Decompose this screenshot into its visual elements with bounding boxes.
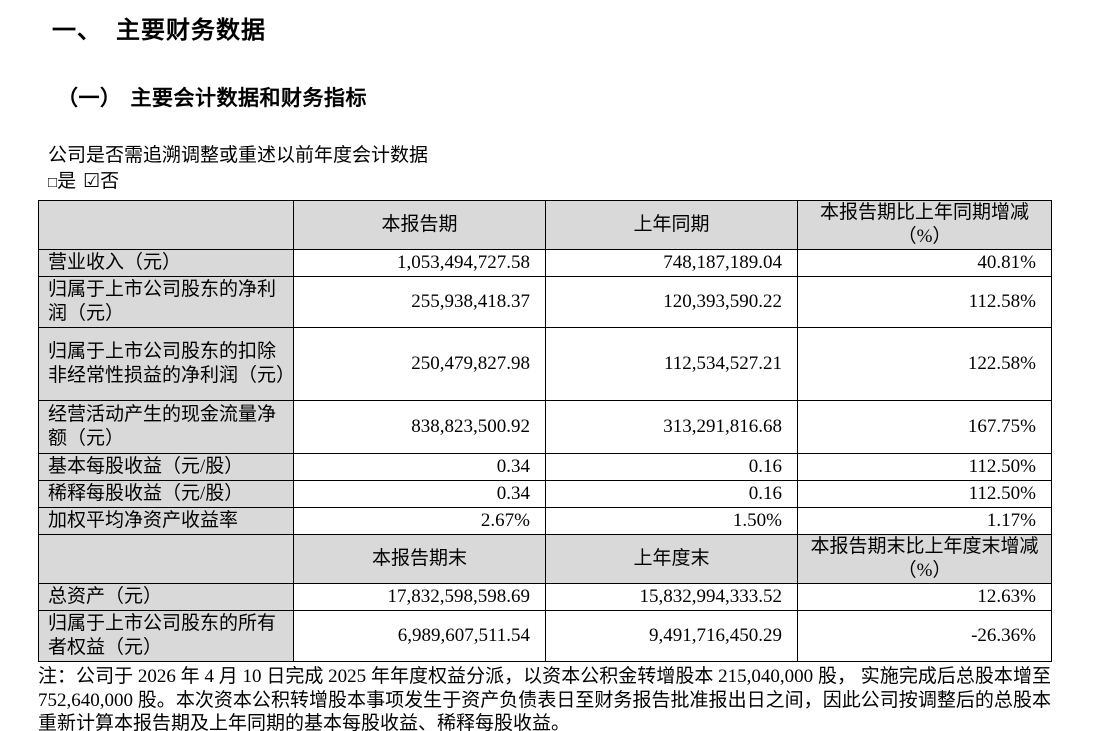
table-row-operating-cash-flow: 经营活动产生的现金流量净额（元） 838,823,500.92 313,291,… xyxy=(38,400,1052,454)
value-prior-period: 9,491,716,450.29 xyxy=(545,610,798,662)
value-current-period: 255,938,418.37 xyxy=(293,276,546,328)
checkbox-row: □是 ☑否 xyxy=(48,170,1051,195)
period-end-header-row: 本报告期末 上年度末 本报告期末比上年度末增减 （%） xyxy=(38,534,1052,584)
period-header-row: 本报告期 上年同期 本报告期比上年同期增减 （%） xyxy=(38,200,1052,250)
checkbox-unchecked-icon: □ xyxy=(48,175,58,191)
section-number: 一、 xyxy=(52,18,102,44)
table-row-diluted-eps: 稀释每股收益（元/股） 0.34 0.16 112.50% xyxy=(38,480,1052,508)
table-row-total-assets: 总资产（元） 17,832,598,598.69 15,832,994,333.… xyxy=(38,583,1052,611)
table-row-net-profit: 归属于上市公司股东的净利润（元） 255,938,418.37 120,393,… xyxy=(38,276,1052,328)
header-period-change-line2: （%） xyxy=(897,226,952,247)
row-label: 经营活动产生的现金流量净额（元） xyxy=(38,400,294,454)
header-current-period: 本报告期 xyxy=(293,200,546,250)
value-prior-period: 0.16 xyxy=(545,453,798,481)
row-label: 归属于上市公司股东的净利润（元） xyxy=(38,276,294,328)
header-prior-period: 上年同期 xyxy=(545,200,798,250)
value-current-period: 2.67% xyxy=(293,507,546,535)
row-label: 营业收入（元） xyxy=(38,249,294,277)
row-label: 加权平均净资产收益率 xyxy=(38,507,294,535)
value-current-period: 17,832,598,598.69 xyxy=(293,583,546,611)
header-empty-cell xyxy=(38,200,294,250)
header-period-change-line1: 本报告期比上年同期增减 xyxy=(819,202,1029,223)
row-label: 总资产（元） xyxy=(38,583,294,611)
value-change: 122.58% xyxy=(797,327,1052,401)
checkbox-no-label: 否 xyxy=(100,171,120,192)
checkbox-checked-icon: ☑ xyxy=(83,171,101,192)
checkbox-no-option: ☑否 xyxy=(83,171,119,192)
value-prior-period: 15,832,994,333.52 xyxy=(545,583,798,611)
financial-indicators-table: 本报告期 上年同期 本报告期比上年同期增减 （%） 营业收入（元） 1,053,… xyxy=(38,200,1052,662)
section-title-text: 主要财务数据 xyxy=(116,18,266,44)
value-change: 112.50% xyxy=(797,480,1052,508)
header-period-change: 本报告期比上年同期增减 （%） xyxy=(797,200,1052,250)
value-change: 12.63% xyxy=(797,583,1052,611)
checkbox-yes-label: 是 xyxy=(57,171,77,192)
value-current-period: 250,479,827.98 xyxy=(293,327,546,401)
value-prior-period: 112,534,527.21 xyxy=(545,327,798,401)
value-current-period: 6,989,607,511.54 xyxy=(293,610,546,662)
header-prior-year-end: 上年度末 xyxy=(545,534,798,584)
value-prior-period: 0.16 xyxy=(545,480,798,508)
table-row-shareholders-equity: 归属于上市公司股东的所有者权益（元） 6,989,607,511.54 9,49… xyxy=(38,610,1052,662)
row-label: 归属于上市公司股东的所有者权益（元） xyxy=(38,610,294,662)
table-row-basic-eps: 基本每股收益（元/股） 0.34 0.16 112.50% xyxy=(38,453,1052,481)
value-prior-period: 1.50% xyxy=(545,507,798,535)
checkbox-yes-option: □是 xyxy=(48,171,76,192)
header-period-end-change-line2: （%） xyxy=(897,560,952,581)
value-change: 40.81% xyxy=(797,249,1052,277)
value-change: -26.36% xyxy=(797,610,1052,662)
value-change: 1.17% xyxy=(797,507,1052,535)
row-label: 归属于上市公司股东的扣除非经常性损益的净利润（元） xyxy=(38,327,295,401)
header-period-end-change-line1: 本报告期末比上年度末增减 xyxy=(810,536,1039,557)
header-current-period-end: 本报告期末 xyxy=(293,534,546,584)
value-current-period: 1,053,494,727.58 xyxy=(293,249,546,277)
value-change: 167.75% xyxy=(797,400,1052,454)
table-row-operating-revenue: 营业收入（元） 1,053,494,727.58 748,187,189.04 … xyxy=(38,249,1052,277)
value-prior-period: 748,187,189.04 xyxy=(545,249,798,277)
value-change: 112.50% xyxy=(797,453,1052,481)
row-label: 稀释每股收益（元/股） xyxy=(38,480,294,508)
row-label: 基本每股收益（元/股） xyxy=(38,453,294,481)
value-prior-period: 120,393,590.22 xyxy=(545,276,798,328)
table-row-weighted-roe: 加权平均净资产收益率 2.67% 1.50% 1.17% xyxy=(38,507,1052,535)
restatement-question: 公司是否需追溯调整或重述以前年度会计数据 xyxy=(48,145,429,166)
footnote: 注：公司于 2026 年 4 月 10 日完成 2025 年年度权益分派，以资本… xyxy=(38,666,1051,731)
value-change: 112.58% xyxy=(797,276,1052,328)
subsection-title-text: 主要会计数据和财务指标 xyxy=(130,86,367,110)
table-row-net-profit-excl-nonrecurring: 归属于上市公司股东的扣除非经常性损益的净利润（元） 250,479,827.98… xyxy=(38,327,1052,401)
header-period-end-change: 本报告期末比上年度末增减 （%） xyxy=(797,534,1052,584)
subsection-title: （一） 主要会计数据和财务指标 xyxy=(57,85,1051,112)
header-empty-cell xyxy=(38,534,294,584)
section-title: 一、 主要财务数据 xyxy=(52,16,1051,46)
subsection-number: （一） xyxy=(57,86,122,110)
value-current-period: 838,823,500.92 xyxy=(293,400,546,454)
value-current-period: 0.34 xyxy=(293,453,546,481)
value-current-period: 0.34 xyxy=(293,480,546,508)
value-prior-period: 313,291,816.68 xyxy=(545,400,798,454)
